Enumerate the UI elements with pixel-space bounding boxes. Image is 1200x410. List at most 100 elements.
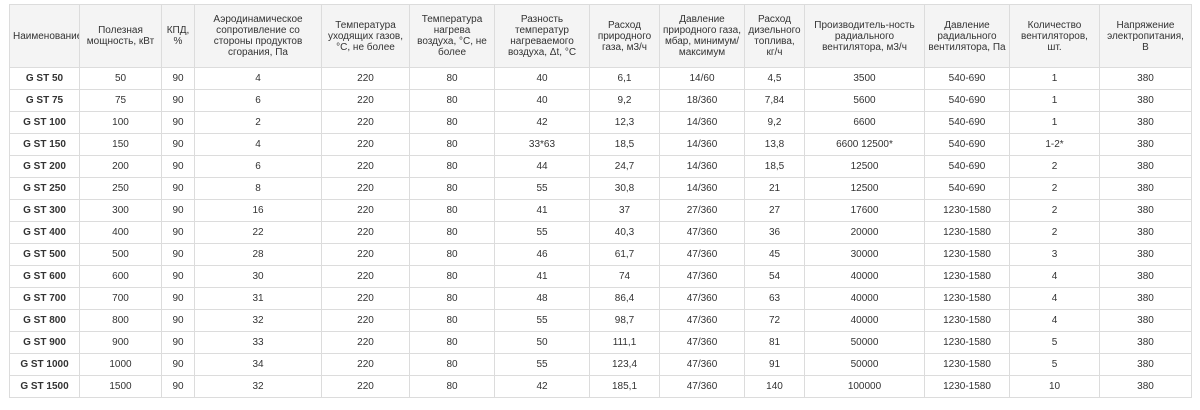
table-cell: 4: [1009, 287, 1100, 310]
table-cell: 380: [1099, 133, 1192, 156]
table-cell: 41: [494, 199, 590, 222]
column-header: Напряжение электропитания, В: [1099, 4, 1192, 68]
model-name: G ST 75: [9, 89, 80, 112]
table-cell: 40000: [804, 309, 925, 332]
column-header: Наименование: [9, 4, 80, 68]
table-cell: 9,2: [589, 89, 660, 112]
table-cell: 13,8: [744, 133, 805, 156]
table-cell: 380: [1099, 177, 1192, 200]
table-cell: 90: [161, 111, 195, 134]
table-cell: 80: [409, 221, 495, 244]
table-cell: 80: [409, 265, 495, 288]
table-cell: 2: [1009, 199, 1100, 222]
table-cell: 55: [494, 221, 590, 244]
table-cell: 30,8: [589, 177, 660, 200]
table-cell: 18/360: [659, 89, 745, 112]
table-cell: 17600: [804, 199, 925, 222]
table-cell: 22: [194, 221, 322, 244]
table-cell: 1: [1009, 67, 1100, 90]
table-cell: 55: [494, 177, 590, 200]
table-row: G ST 600 600 90 30 220 80 41 74 47/360 54 40000 123…: [9, 265, 1192, 288]
column-header: Температура уходящих газов, °С, не более: [321, 4, 410, 68]
table-cell: 90: [161, 375, 195, 398]
table-cell: 100: [79, 111, 162, 134]
table-row: G ST 400 400 90 22 220 80 55 40,3 47/360 36 20000 1…: [9, 221, 1192, 244]
table-cell: 90: [161, 155, 195, 178]
model-name: G ST 700: [9, 287, 80, 310]
table-cell: 18,5: [744, 155, 805, 178]
model-name: G ST 250: [9, 177, 80, 200]
table-header: Наименование Полезная мощность, кВт КПД, %…: [9, 4, 1192, 68]
table-cell: 80: [409, 353, 495, 376]
table-cell: 220: [321, 375, 410, 398]
table-cell: 5600: [804, 89, 925, 112]
table-cell: 61,7: [589, 243, 660, 266]
table-cell: 47/360: [659, 221, 745, 244]
table-cell: 1230-1580: [924, 221, 1010, 244]
table-cell: 47/360: [659, 353, 745, 376]
table-cell: 220: [321, 155, 410, 178]
table-row: G ST 250 250 90 8 220 80 55 30,8 14/360 21 12500 54…: [9, 177, 1192, 200]
table-cell: 1230-1580: [924, 375, 1010, 398]
table-cell: 6600 12500*: [804, 133, 925, 156]
table-cell: 27: [744, 199, 805, 222]
table-cell: 90: [161, 353, 195, 376]
table-cell: 380: [1099, 67, 1192, 90]
table-cell: 30000: [804, 243, 925, 266]
table-cell: 80: [409, 177, 495, 200]
table-cell: 90: [161, 177, 195, 200]
table-cell: 380: [1099, 353, 1192, 376]
model-name: G ST 200: [9, 155, 80, 178]
table-cell: 380: [1099, 375, 1192, 398]
table-cell: 24,7: [589, 155, 660, 178]
table-row: G ST 500 500 90 28 220 80 46 61,7 47/360 45 30000 1…: [9, 243, 1192, 266]
table-row: G ST 1500 1500 90 32 220 80 42 185,1 47/360 140 10…: [9, 375, 1192, 398]
table-cell: 47/360: [659, 375, 745, 398]
table-cell: 1-2*: [1009, 133, 1100, 156]
table-cell: 900: [79, 331, 162, 354]
table-cell: 40000: [804, 265, 925, 288]
table-cell: 100000: [804, 375, 925, 398]
table-cell: 1230-1580: [924, 353, 1010, 376]
table-cell: 33*63: [494, 133, 590, 156]
table-cell: 380: [1099, 243, 1192, 266]
table-cell: 55: [494, 309, 590, 332]
table-cell: 47/360: [659, 331, 745, 354]
table-cell: 37: [589, 199, 660, 222]
table-cell: 81: [744, 331, 805, 354]
table-cell: 12500: [804, 177, 925, 200]
table-cell: 1230-1580: [924, 265, 1010, 288]
table-cell: 90: [161, 89, 195, 112]
table-cell: 90: [161, 287, 195, 310]
table-cell: 540-690: [924, 133, 1010, 156]
model-name: G ST 900: [9, 331, 80, 354]
table-cell: 12,3: [589, 111, 660, 134]
table-cell: 42: [494, 375, 590, 398]
table-cell: 40,3: [589, 221, 660, 244]
table-cell: 46: [494, 243, 590, 266]
table-cell: 220: [321, 89, 410, 112]
table-row: G ST 700 700 90 31 220 80 48 86,4 47/360 63 40000 1…: [9, 287, 1192, 310]
table-cell: 380: [1099, 221, 1192, 244]
table-cell: 380: [1099, 155, 1192, 178]
table-cell: 14/360: [659, 111, 745, 134]
table-cell: 32: [194, 375, 322, 398]
table-row: G ST 1000 1000 90 34 220 80 55 123,4 47/360 91 500…: [9, 353, 1192, 376]
table-cell: 80: [409, 243, 495, 266]
table-cell: 1000: [79, 353, 162, 376]
table-cell: 10: [1009, 375, 1100, 398]
table-cell: 220: [321, 287, 410, 310]
table-cell: 3500: [804, 67, 925, 90]
table-cell: 86,4: [589, 287, 660, 310]
table-cell: 220: [321, 309, 410, 332]
table-cell: 800: [79, 309, 162, 332]
model-name: G ST 800: [9, 309, 80, 332]
table-cell: 540-690: [924, 155, 1010, 178]
table-cell: 7,84: [744, 89, 805, 112]
table-cell: 40: [494, 89, 590, 112]
column-header: Аэродинамическое сопротивление со сторон…: [194, 4, 322, 68]
table-cell: 48: [494, 287, 590, 310]
column-header: Давление природного газа, мбар, минимум/…: [659, 4, 745, 68]
model-name: G ST 1500: [9, 375, 80, 398]
table-cell: 4: [1009, 265, 1100, 288]
